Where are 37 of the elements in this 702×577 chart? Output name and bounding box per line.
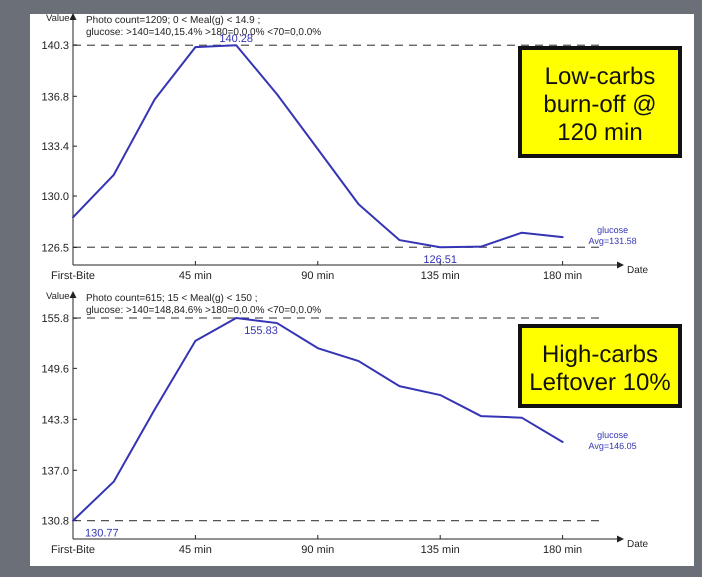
y-tick-label: 137.0 [41,465,69,478]
text: glucose [597,225,628,236]
x-tick-label: First-Bite [51,270,95,282]
data-label: 130.77 [85,528,119,540]
data-label: 126.51 [423,254,458,266]
y-tick-label: 130.8 [41,515,69,528]
x-tick-label: First-Bite [51,544,95,556]
y-tick-label: 126.5 [41,242,69,254]
y-tick-label: 136.8 [41,91,69,104]
text: glucose [597,430,628,440]
annotation: Avg=146.05 [588,440,637,451]
y-axis-title: Value [46,13,70,24]
chart-title: Photo count=615; 15 < Meal(g) < 150 ; [86,293,258,304]
x-tick-label: 45 min [178,544,212,556]
y-tick-label: 155.8 [41,313,69,326]
x-axis-title: Date [627,265,649,276]
x-tick-label: 135 min [420,544,460,556]
y-tick-label: 149.6 [41,363,69,376]
x-tick-label: 135 min [420,270,460,282]
y-tick-label: 133.4 [41,141,69,154]
x-tick-label: 180 min [543,270,582,282]
y-tick-label: 130.0 [41,191,69,204]
text: glucose: >140=148,84.6% >180=0,0.0% <70=0,0.0% [86,305,322,316]
data-label: 155.83 [244,324,278,337]
y-tick-label: 143.3 [41,414,69,426]
annotation: High-carbs Leftover 10% [529,341,671,396]
annotation: Low-carbs burn-off @ 120 min [543,63,657,146]
x-tick-label: 180 min [543,544,582,556]
text: glucose: >140=140,15.4% >180=0,0.0% <70=0,0.0% [86,27,322,38]
chart-title: Photo count=1209; 0 < Meal(g) < 14.9 ; [86,15,260,26]
y-tick-label: 140.3 [41,40,69,52]
x-tick-label: 90 min [301,270,334,282]
x-axis-title: Date [627,539,649,550]
x-tick-label: 45 min [178,270,212,282]
y-axis-title: Value [46,291,70,302]
x-tick-label: 90 min [301,544,334,556]
annotation: Avg=131.58 [588,236,637,246]
